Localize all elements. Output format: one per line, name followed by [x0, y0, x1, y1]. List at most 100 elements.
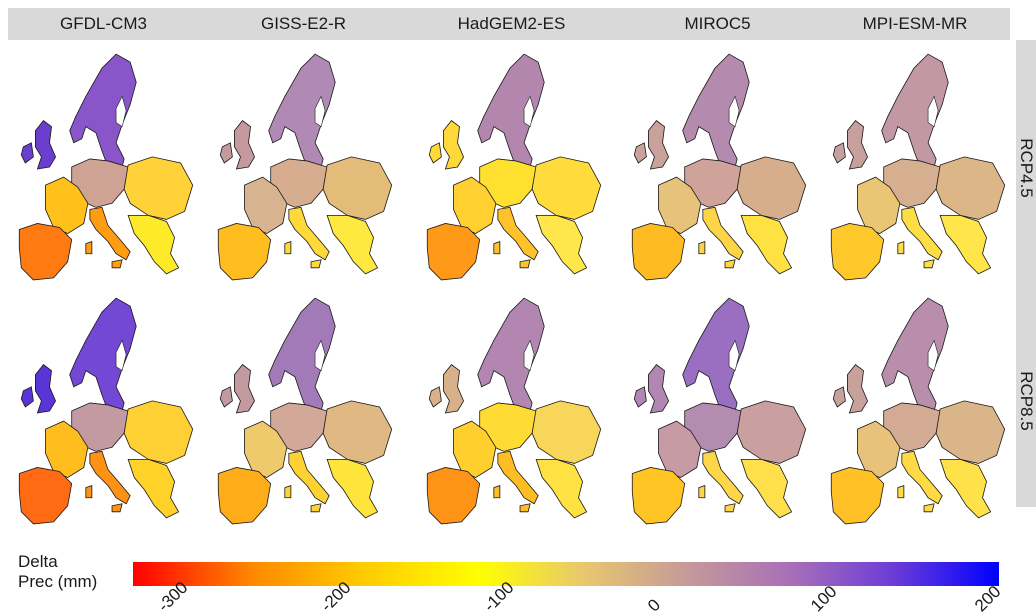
region-east [123, 400, 194, 464]
region-italy [89, 450, 131, 505]
facet-strip-giss-e2-r: GISS-E2-R [199, 8, 408, 40]
colorbar-tick-label: 200 [970, 581, 1005, 616]
region-east [935, 156, 1006, 220]
region-ireland [428, 386, 442, 408]
region-italy [288, 450, 330, 505]
region-ireland [832, 386, 846, 408]
region-scand [881, 53, 949, 176]
region-uk [442, 120, 465, 170]
region-balkans [127, 214, 180, 275]
region-ireland [633, 142, 647, 164]
europe-map-giss-e2-r-rcp85 [207, 290, 407, 532]
region-ireland [20, 386, 34, 408]
gulf-of-bothnia [523, 339, 535, 372]
region-sicily [519, 503, 531, 513]
facet-strip-gfdl-cm3: GFDL-CM3 [8, 8, 199, 40]
region-iberia [631, 467, 686, 525]
region-iberia [830, 223, 885, 281]
region-italy [288, 206, 330, 261]
gulf-of-bothnia [927, 339, 939, 372]
europe-map-miroc5-rcp85 [621, 290, 821, 532]
region-uk [34, 120, 57, 170]
region-sicily [310, 503, 322, 513]
region-france [244, 420, 288, 479]
region-sicily [111, 259, 123, 269]
legend-title-line2: Prec (mm) [18, 572, 98, 591]
region-sardinia [698, 241, 706, 255]
region-east [935, 400, 1006, 464]
region-sardinia [85, 485, 93, 499]
region-scand [477, 53, 545, 176]
region-italy [702, 206, 744, 261]
region-balkans [326, 458, 379, 519]
facet-label: GISS-E2-R [260, 14, 347, 33]
region-ireland [20, 142, 34, 164]
region-scand [682, 53, 750, 176]
region-sicily [724, 259, 736, 269]
region-east [123, 156, 194, 220]
region-scand [881, 297, 949, 420]
facet-strip-rcp45: RCP4.5 [1016, 40, 1036, 295]
region-balkans [939, 214, 992, 275]
region-sardinia [493, 485, 501, 499]
region-uk [233, 364, 256, 414]
region-scand [268, 53, 336, 176]
region-iberia [18, 467, 73, 525]
facet-strip-rcp85: RCP8.5 [1016, 295, 1036, 507]
region-france [658, 176, 702, 235]
region-uk [34, 364, 57, 414]
europe-map-hadgem2-es-rcp85 [416, 290, 616, 532]
region-france [244, 176, 288, 235]
region-france [857, 176, 901, 235]
region-scand [477, 297, 545, 420]
region-uk [647, 364, 670, 414]
region-iberia [18, 223, 73, 281]
region-italy [497, 206, 539, 261]
region-ireland [219, 142, 233, 164]
facet-strip-miroc5: MIROC5 [615, 8, 820, 40]
region-iberia [830, 467, 885, 525]
region-sicily [923, 259, 935, 269]
region-balkans [535, 458, 588, 519]
facet-strip-mpi-esm-mr: MPI-ESM-MR [820, 8, 1010, 40]
region-east [736, 400, 807, 464]
region-balkans [740, 458, 793, 519]
region-east [531, 400, 602, 464]
gulf-of-bothnia [728, 339, 740, 372]
region-east [322, 156, 393, 220]
region-france [658, 420, 702, 479]
region-sicily [923, 503, 935, 513]
facet-label: MIROC5 [684, 14, 751, 33]
gulf-of-bothnia [927, 95, 939, 128]
map-svg [18, 297, 194, 525]
region-east [531, 156, 602, 220]
region-balkans [535, 214, 588, 275]
map-svg [217, 297, 393, 525]
region-sicily [111, 503, 123, 513]
europe-map-hadgem2-es-rcp45 [416, 46, 616, 288]
region-balkans [127, 458, 180, 519]
gulf-of-bothnia [728, 95, 740, 128]
map-svg [18, 53, 194, 281]
region-france [45, 420, 89, 479]
region-uk [647, 120, 670, 170]
region-italy [901, 206, 943, 261]
facet-label: GFDL-CM3 [60, 14, 147, 33]
region-balkans [740, 214, 793, 275]
gulf-of-bothnia [314, 339, 326, 372]
gulf-of-bothnia [115, 95, 127, 128]
map-svg [631, 297, 807, 525]
region-uk [233, 120, 256, 170]
gulf-of-bothnia [115, 339, 127, 372]
region-italy [497, 450, 539, 505]
region-iberia [217, 467, 272, 525]
region-sardinia [284, 241, 292, 255]
colorbar-tick-label: 0 [643, 595, 664, 616]
facet-strip-hadgem2-es: HadGEM2-ES [408, 8, 615, 40]
facet-label: HadGEM2-ES [457, 14, 566, 33]
region-uk [846, 364, 869, 414]
map-svg [426, 297, 602, 525]
region-france [453, 420, 497, 479]
region-scand [682, 297, 750, 420]
region-france [45, 176, 89, 235]
